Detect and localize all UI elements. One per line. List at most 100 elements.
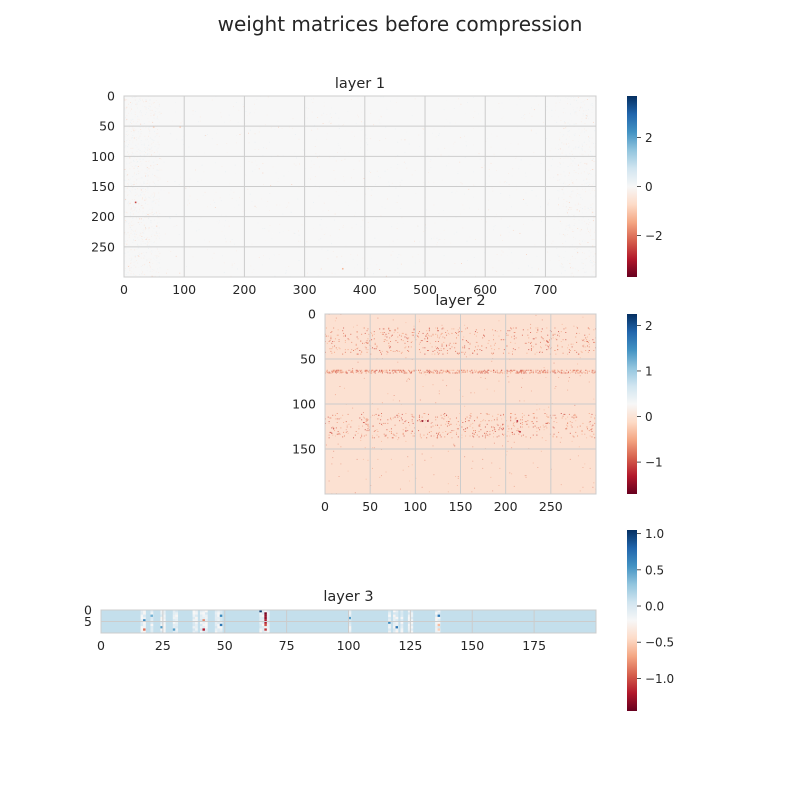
heatmap-cell <box>437 610 441 613</box>
heatmap-cell <box>581 258 583 260</box>
heatmap-cell <box>575 416 577 418</box>
heatmap-cell <box>498 103 500 105</box>
heatmap-cell <box>534 244 536 246</box>
heatmap-cell <box>148 144 149 146</box>
heatmap-cell <box>152 181 154 183</box>
heatmap-cell <box>300 120 302 121</box>
heatmap-cell <box>574 238 576 240</box>
heatmap-cell <box>530 342 532 344</box>
heatmap-cell <box>333 450 335 452</box>
heatmap-cell <box>392 399 394 401</box>
heatmap-cell <box>385 471 387 473</box>
heatmap-cell <box>130 182 132 184</box>
heatmap-cell <box>293 232 294 234</box>
heatmap-cell <box>557 345 559 347</box>
heatmap-cell <box>143 630 146 634</box>
heatmap-cell <box>384 435 386 437</box>
heatmap-cell <box>394 157 396 159</box>
heatmap-cell <box>370 194 372 196</box>
heatmap-cell <box>381 353 383 355</box>
heatmap-cell <box>485 141 487 143</box>
heatmap-cell <box>514 369 516 371</box>
heatmap-cell <box>341 263 343 264</box>
heatmap-cell <box>132 258 134 260</box>
heatmap-cell <box>572 106 574 108</box>
heatmap-cell <box>419 435 421 437</box>
heatmap-cell <box>343 422 345 423</box>
heatmap-cell <box>573 184 575 186</box>
heatmap-cell <box>156 149 158 151</box>
heatmap-cell <box>493 344 495 346</box>
heatmap-cell <box>464 405 466 407</box>
heatmap-cell <box>516 422 518 423</box>
heatmap-cell <box>361 435 363 437</box>
heatmap-cell <box>552 414 554 416</box>
heatmap-cell <box>328 480 330 482</box>
heatmap-cell <box>428 371 430 373</box>
heatmap-cell <box>168 192 170 194</box>
heatmap-cell <box>135 191 137 193</box>
heatmap-cell <box>588 422 590 423</box>
heatmap-cell <box>441 179 443 181</box>
heatmap-cell <box>336 349 338 351</box>
heatmap-cell <box>139 135 141 137</box>
heatmap-cell <box>393 610 396 613</box>
heatmap-cell <box>145 252 147 254</box>
heatmap-cell <box>223 262 225 264</box>
heatmap-cell <box>126 115 128 117</box>
heatmap-cell <box>522 370 524 372</box>
heatmap-cell <box>434 369 436 371</box>
heatmap-cell <box>474 487 476 489</box>
heatmap-cell <box>569 207 571 208</box>
heatmap-cell <box>362 422 364 423</box>
heatmap-cell <box>581 351 583 353</box>
heatmap-cell <box>530 349 532 351</box>
heatmap-cell <box>380 123 382 124</box>
heatmap-cell <box>483 372 485 374</box>
heatmap-cell <box>561 272 562 274</box>
heatmap-cell <box>449 423 451 425</box>
heatmap-cell <box>581 339 583 341</box>
heatmap-cell <box>427 413 429 415</box>
heatmap-cell <box>200 623 203 627</box>
heatmap-cell <box>132 225 134 226</box>
heatmap-cell <box>589 193 591 194</box>
heatmap-cell <box>361 433 363 435</box>
heatmap-cell <box>543 367 545 369</box>
heatmap-cell <box>556 436 558 438</box>
heatmap-cell <box>580 229 582 231</box>
heatmap-cell <box>159 111 161 113</box>
heatmap-cell <box>261 630 265 634</box>
heatmap-cell <box>129 250 131 252</box>
heatmap-cell <box>585 117 587 119</box>
heatmap-cell <box>365 418 367 420</box>
heatmap-cell <box>134 208 136 210</box>
heatmap-cell <box>388 616 391 620</box>
heatmap-cell <box>157 180 159 182</box>
heatmap-cell <box>571 244 573 246</box>
heatmap-cell <box>199 120 201 122</box>
heatmap-cell <box>137 245 139 246</box>
heatmap-cell <box>494 431 496 432</box>
heatmap-cell <box>587 162 589 164</box>
heatmap-cell <box>371 467 373 469</box>
heatmap-cell <box>261 614 265 618</box>
heatmap-cell <box>410 616 414 620</box>
heatmap-cell <box>156 199 158 200</box>
heatmap-cell <box>146 245 148 246</box>
heatmap-cell <box>344 121 346 123</box>
heatmap-cell <box>581 129 583 131</box>
heatmap-cell <box>524 370 526 372</box>
heatmap-cell <box>387 393 389 395</box>
heatmap-cell <box>142 158 144 160</box>
heatmap-cell <box>162 619 166 622</box>
heatmap-cell <box>573 219 575 220</box>
heatmap-cell <box>136 159 137 161</box>
heatmap-cell <box>443 229 445 231</box>
heatmap-cell <box>563 171 565 173</box>
heatmap-cell <box>402 469 404 471</box>
heatmap-cell <box>442 371 444 373</box>
heatmap-cell <box>360 340 362 342</box>
heatmap-cell <box>132 147 134 149</box>
heatmap-cell <box>519 370 521 372</box>
